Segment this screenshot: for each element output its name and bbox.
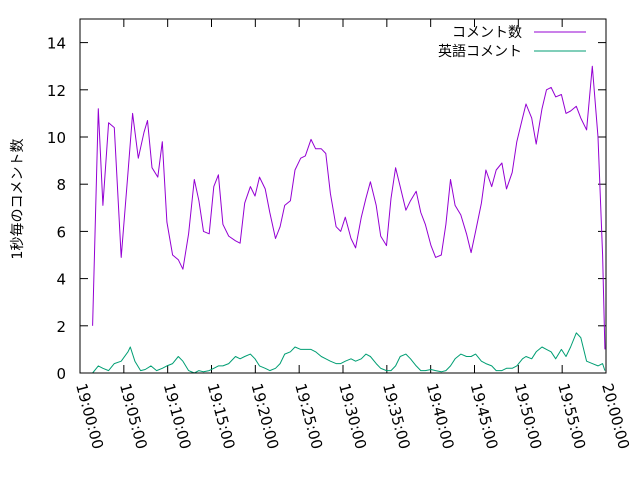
y-tick-label: 0 bbox=[56, 365, 66, 383]
x-tick-label: 20:00:00 bbox=[598, 381, 633, 451]
x-tick-label: 19:55:00 bbox=[554, 381, 589, 451]
y-tick-label: 8 bbox=[56, 176, 66, 194]
y-axis: 0 2 4 6 8 10 12 14 bbox=[47, 35, 606, 383]
legend: コメント数 英語コメント bbox=[438, 25, 586, 60]
x-tick-label: 19:40:00 bbox=[423, 381, 458, 451]
y-tick-label: 14 bbox=[47, 35, 66, 53]
x-tick-label: 19:15:00 bbox=[204, 381, 239, 451]
x-tick-label: 19:10:00 bbox=[160, 381, 195, 451]
x-tick-label: 19:35:00 bbox=[379, 381, 414, 451]
y-tick-label: 2 bbox=[56, 318, 66, 336]
series-layer bbox=[92, 65, 606, 374]
x-axis: 19:00:00 19:05:00 19:10:00 19:15:00 19:20:00… bbox=[72, 19, 633, 451]
x-tick-label: 19:45:00 bbox=[467, 381, 502, 451]
x-tick-label: 19:30:00 bbox=[335, 381, 370, 451]
x-tick-label: 19:25:00 bbox=[291, 381, 326, 451]
y-tick-label: 6 bbox=[56, 223, 66, 241]
y-axis-label: 1秒毎のコメント数 bbox=[10, 139, 26, 260]
legend-label-comments: コメント数 bbox=[452, 25, 522, 41]
y-tick-label: 4 bbox=[56, 271, 66, 289]
x-tick-label: 19:50:00 bbox=[510, 381, 545, 451]
plot-frame bbox=[79, 18, 607, 374]
x-tick-label: 19:05:00 bbox=[116, 381, 151, 451]
legend-label-english: 英語コメント bbox=[438, 43, 522, 60]
y-tick-label: 12 bbox=[47, 82, 66, 100]
x-tick-label: 19:00:00 bbox=[72, 381, 107, 451]
series-line-english bbox=[92, 332, 606, 374]
x-tick-label: 19:20:00 bbox=[247, 381, 282, 451]
y-tick-label: 10 bbox=[47, 129, 66, 147]
series-line-comments bbox=[92, 65, 606, 350]
